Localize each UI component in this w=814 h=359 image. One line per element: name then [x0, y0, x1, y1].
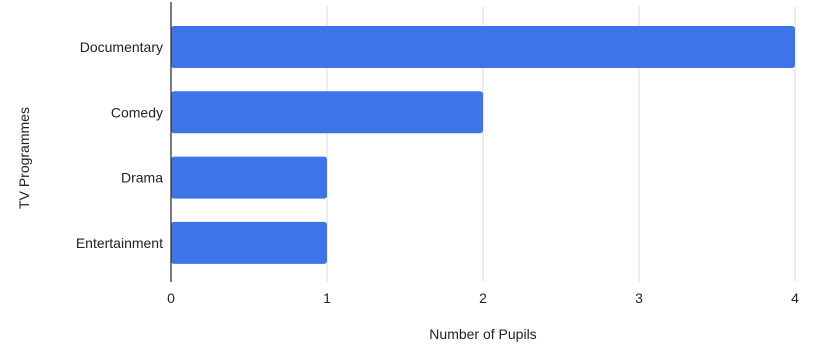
- category-label-drama: Drama: [121, 170, 163, 186]
- bar-drama: [171, 156, 327, 199]
- x-tick-label-3: 3: [635, 290, 643, 306]
- bars: [171, 26, 795, 264]
- category-label-comedy: Comedy: [111, 104, 163, 120]
- bar-entertainment: [171, 221, 327, 264]
- x-tick-label-2: 2: [479, 290, 487, 306]
- x-axis-title: Number of Pupils: [429, 326, 536, 342]
- y-axis-title: TV Programmes: [16, 107, 32, 209]
- category-label-entertainment: Entertainment: [76, 235, 163, 251]
- category-label-documentary: Documentary: [80, 39, 163, 55]
- x-tick-labels: 0 1 2 3 4: [167, 290, 799, 306]
- x-tick-label-1: 1: [323, 290, 331, 306]
- bar-documentary: [171, 26, 795, 68]
- category-labels: Documentary Comedy Drama Entertainment: [76, 39, 163, 251]
- bar-comedy: [171, 91, 483, 134]
- x-tick-label-4: 4: [791, 290, 799, 306]
- x-tick-label-0: 0: [167, 290, 175, 306]
